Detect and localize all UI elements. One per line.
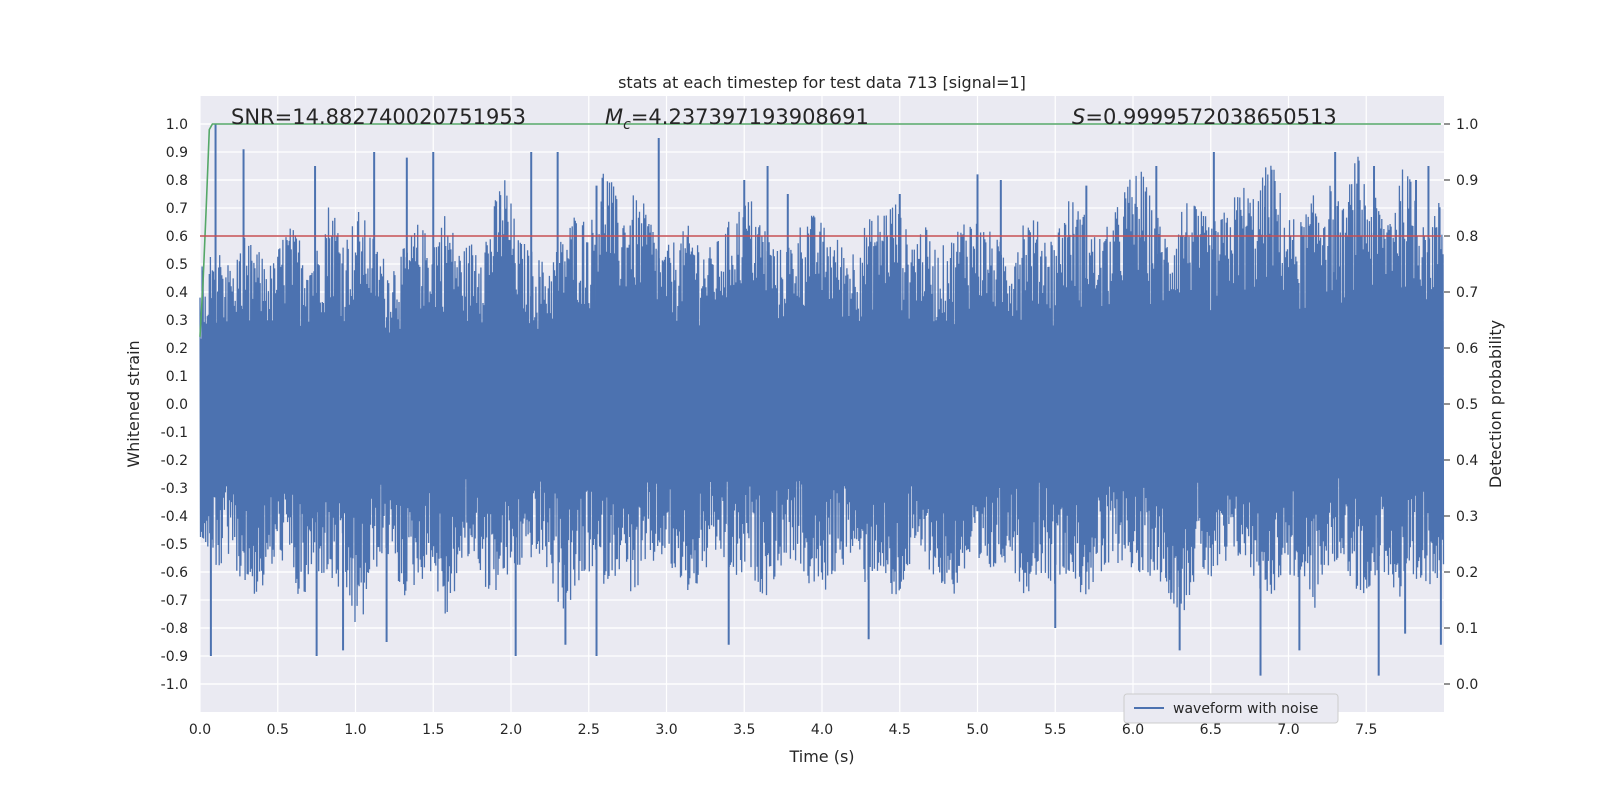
y-tick-label: -0.4 xyxy=(161,509,188,525)
x-tick-label: 4.5 xyxy=(889,722,911,738)
y2-tick-label: 0.4 xyxy=(1456,453,1478,469)
x-tick-label: 6.5 xyxy=(1200,722,1222,738)
y-tick-label: 1.0 xyxy=(166,117,188,133)
y-tick-label: 0.4 xyxy=(166,285,188,301)
y2-axis-label: Detection probability xyxy=(1486,320,1505,488)
s-annotation: S=0.9999572038650513 xyxy=(1072,105,1337,129)
y-tick-label: -0.1 xyxy=(161,425,188,441)
x-tick-label: 2.5 xyxy=(578,722,600,738)
y2-tick-label: 0.7 xyxy=(1456,285,1478,301)
legend-box xyxy=(1123,693,1339,724)
y-tick-label: -0.7 xyxy=(161,593,188,609)
y2-tick-label: 0.6 xyxy=(1456,341,1478,357)
x-tick-label: 4.0 xyxy=(811,722,833,738)
detection-probability-line xyxy=(199,123,1441,337)
chart-title: stats at each timestep for test data 713… xyxy=(618,73,1026,92)
legend: waveform with noise xyxy=(1123,693,1339,724)
y-axis-label: Whitened strain xyxy=(124,340,143,467)
y-tick-label: -1.0 xyxy=(161,677,188,693)
y-tick-label: -0.6 xyxy=(161,565,188,581)
series-probability-lines xyxy=(199,123,1441,337)
x-tick-label: 5.0 xyxy=(966,722,988,738)
y-tick-label: 0.2 xyxy=(166,341,188,357)
x-tick-label: 5.5 xyxy=(1044,722,1066,738)
y2-tick-label: 0.2 xyxy=(1456,565,1478,581)
y-axis-ticks: 1.0 0.9 0.8 0.7 0.6 0.5 0.4 0.3 0.2 0.1 0.0 -0.1 -0.… xyxy=(161,117,188,693)
y-tick-label: 0.3 xyxy=(166,313,188,329)
chirp-mass-symbol: M xyxy=(605,105,623,129)
chirp-mass-annotation: Mc=4.237397193908691 xyxy=(605,105,869,133)
y-tick-label: -0.2 xyxy=(161,453,188,469)
x-tick-label: 3.5 xyxy=(733,722,755,738)
y-tick-label: 0.0 xyxy=(166,397,188,413)
y2-tick-label: 0.9 xyxy=(1456,173,1478,189)
x-axis-ticks: 0.0 0.5 1.0 1.5 2.0 2.5 3.0 3.5 4.0 4.5 5.0 5.5 6.0 6… xyxy=(189,722,1378,738)
series-waveform-with-noise xyxy=(199,124,1445,676)
y-tick-label: -0.3 xyxy=(161,481,188,497)
x-tick-label: 7.0 xyxy=(1277,722,1299,738)
y-tick-label: -0.9 xyxy=(161,649,188,665)
legend-label: waveform with noise xyxy=(1173,701,1318,717)
chirp-mass-subscript: c xyxy=(623,117,631,133)
x-tick-label: 0.0 xyxy=(189,722,211,738)
y-tick-label: -0.5 xyxy=(161,537,188,553)
y-tick-label: 0.7 xyxy=(166,201,188,217)
x-tick-label: 2.0 xyxy=(500,722,522,738)
y2-tick-label: 0.8 xyxy=(1456,229,1478,245)
snr-annotation: SNR=14.882740020751953 xyxy=(231,105,526,129)
y-tick-label: 0.6 xyxy=(166,229,188,245)
y2-tick-label: 0.3 xyxy=(1456,509,1478,525)
y-tick-label: 0.5 xyxy=(166,257,188,273)
x-tick-label: 3.0 xyxy=(655,722,677,738)
y2-tick-label: 0.0 xyxy=(1456,677,1478,693)
y-tick-label: -0.8 xyxy=(161,621,188,637)
y-tick-label: 0.9 xyxy=(166,145,188,161)
y2-axis-ticks: 1.0 0.9 0.8 0.7 0.6 0.5 0.4 0.3 0.2 0.1 0.0 xyxy=(1444,117,1478,693)
x-tick-label: 1.5 xyxy=(422,722,444,738)
y2-tick-label: 0.5 xyxy=(1456,397,1478,413)
chirp-mass-value: =4.237397193908691 xyxy=(631,105,869,129)
x-tick-label: 7.5 xyxy=(1355,722,1377,738)
y-tick-label: 0.8 xyxy=(166,173,188,189)
y2-tick-label: 1.0 xyxy=(1456,117,1478,133)
y2-tick-label: 0.1 xyxy=(1456,621,1478,637)
x-tick-label: 0.5 xyxy=(267,722,289,738)
x-tick-label: 6.0 xyxy=(1122,722,1144,738)
x-tick-label: 1.0 xyxy=(344,722,366,738)
s-symbol: S xyxy=(1072,105,1085,129)
s-value: =0.9999572038650513 xyxy=(1085,105,1336,129)
x-axis-label: Time (s) xyxy=(788,747,854,766)
y-tick-label: 0.1 xyxy=(166,369,188,385)
